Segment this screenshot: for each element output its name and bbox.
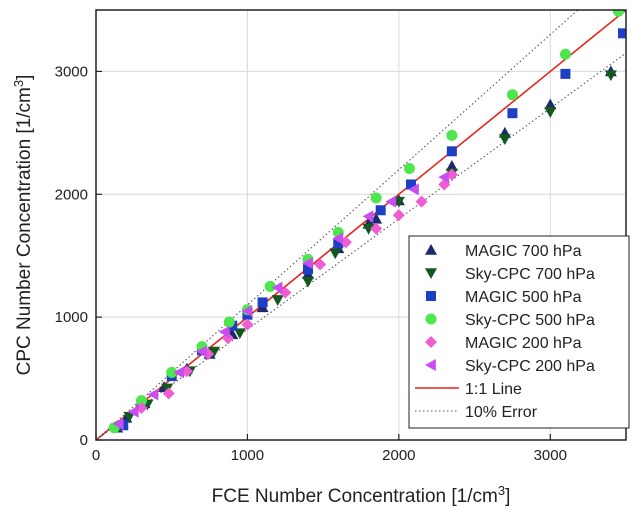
x-tick-label: 0 bbox=[92, 447, 100, 464]
data-point bbox=[560, 68, 571, 79]
x-axis-title: FCE Number Concentration [1/cm3] bbox=[212, 483, 511, 507]
legend-marker bbox=[425, 313, 437, 325]
data-point bbox=[375, 205, 386, 216]
data-point bbox=[612, 10, 624, 17]
data-point bbox=[135, 395, 147, 407]
data-point bbox=[498, 134, 511, 145]
data-point bbox=[445, 160, 458, 171]
data-points bbox=[108, 10, 626, 434]
data-point bbox=[218, 325, 230, 338]
legend-box bbox=[408, 235, 630, 429]
legend-label: Sky-CPC 700 hPa bbox=[465, 266, 595, 283]
data-point bbox=[392, 209, 405, 222]
axis-ticks: 0 1000 2000 3000 0 1000 2000 3000 bbox=[55, 63, 567, 464]
legend-label: 1:1 Line bbox=[465, 381, 522, 398]
data-point bbox=[415, 195, 428, 208]
x-tick-label: 2000 bbox=[382, 447, 415, 464]
series-5 bbox=[112, 171, 450, 431]
data-point bbox=[271, 295, 284, 306]
y-axis-title: CPC Number Concentration [1/cm3] bbox=[11, 75, 35, 376]
data-point bbox=[162, 387, 175, 400]
legend: MAGIC 700 hPa Sky-CPC 700 hPa MAGIC 500 hP… bbox=[408, 235, 630, 429]
data-point bbox=[385, 195, 397, 208]
data-point bbox=[617, 28, 626, 39]
data-point bbox=[173, 366, 185, 379]
data-point bbox=[332, 232, 344, 245]
data-point bbox=[314, 258, 327, 271]
data-point bbox=[233, 328, 246, 340]
grid bbox=[96, 10, 626, 440]
legend-label: MAGIC 500 hPa bbox=[465, 289, 582, 306]
data-point bbox=[264, 280, 276, 292]
y-tick-label: 2000 bbox=[55, 186, 88, 203]
y-tick-label: 0 bbox=[80, 432, 88, 449]
data-point bbox=[302, 276, 314, 288]
data-point bbox=[408, 183, 419, 196]
data-point bbox=[506, 89, 518, 101]
data-point bbox=[208, 346, 221, 358]
data-point bbox=[559, 48, 571, 60]
x-tick-label: 1000 bbox=[231, 447, 264, 464]
data-point bbox=[507, 108, 518, 119]
data-point bbox=[147, 388, 159, 401]
data-point bbox=[112, 418, 124, 431]
data-point bbox=[241, 318, 254, 331]
data-point bbox=[333, 238, 344, 249]
y-tick-label: 3000 bbox=[55, 63, 88, 80]
data-point bbox=[405, 179, 416, 190]
data-point bbox=[257, 297, 268, 308]
data-point bbox=[362, 223, 375, 235]
x-tick-label: 3000 bbox=[534, 447, 567, 464]
data-point bbox=[362, 210, 374, 223]
legend-label: Sky-CPC 500 hPa bbox=[465, 312, 595, 329]
data-point bbox=[604, 70, 617, 82]
y-tick-label: 1000 bbox=[55, 309, 88, 326]
legend-label: MAGIC 700 hPa bbox=[465, 243, 582, 260]
legend-marker bbox=[425, 244, 437, 255]
series-3 bbox=[108, 10, 624, 434]
data-point bbox=[241, 305, 253, 317]
data-point bbox=[544, 107, 557, 118]
data-point bbox=[403, 162, 415, 174]
data-point bbox=[196, 345, 207, 358]
legend-label: Sky-CPC 200 hPa bbox=[465, 358, 595, 375]
legend-marker bbox=[426, 291, 436, 301]
data-point bbox=[370, 192, 382, 204]
data-point bbox=[544, 98, 557, 110]
data-point bbox=[329, 248, 342, 260]
legend-marker bbox=[425, 359, 436, 371]
data-point bbox=[303, 264, 313, 275]
legend-marker bbox=[425, 336, 437, 348]
data-point bbox=[446, 146, 457, 157]
data-point bbox=[271, 281, 283, 294]
data-point bbox=[438, 171, 450, 184]
error-line bbox=[96, 52, 626, 440]
data-point bbox=[123, 411, 136, 423]
data-point bbox=[223, 316, 235, 328]
legend-marker bbox=[425, 268, 437, 279]
plot-frame bbox=[95, 9, 627, 441]
data-point bbox=[370, 222, 383, 235]
data-point bbox=[166, 366, 178, 378]
data-point bbox=[302, 257, 313, 270]
data-point bbox=[446, 129, 458, 141]
data-point bbox=[127, 405, 139, 418]
legend-label: 10% Error bbox=[465, 404, 538, 421]
legend-label: MAGIC 200 hPa bbox=[465, 335, 582, 352]
